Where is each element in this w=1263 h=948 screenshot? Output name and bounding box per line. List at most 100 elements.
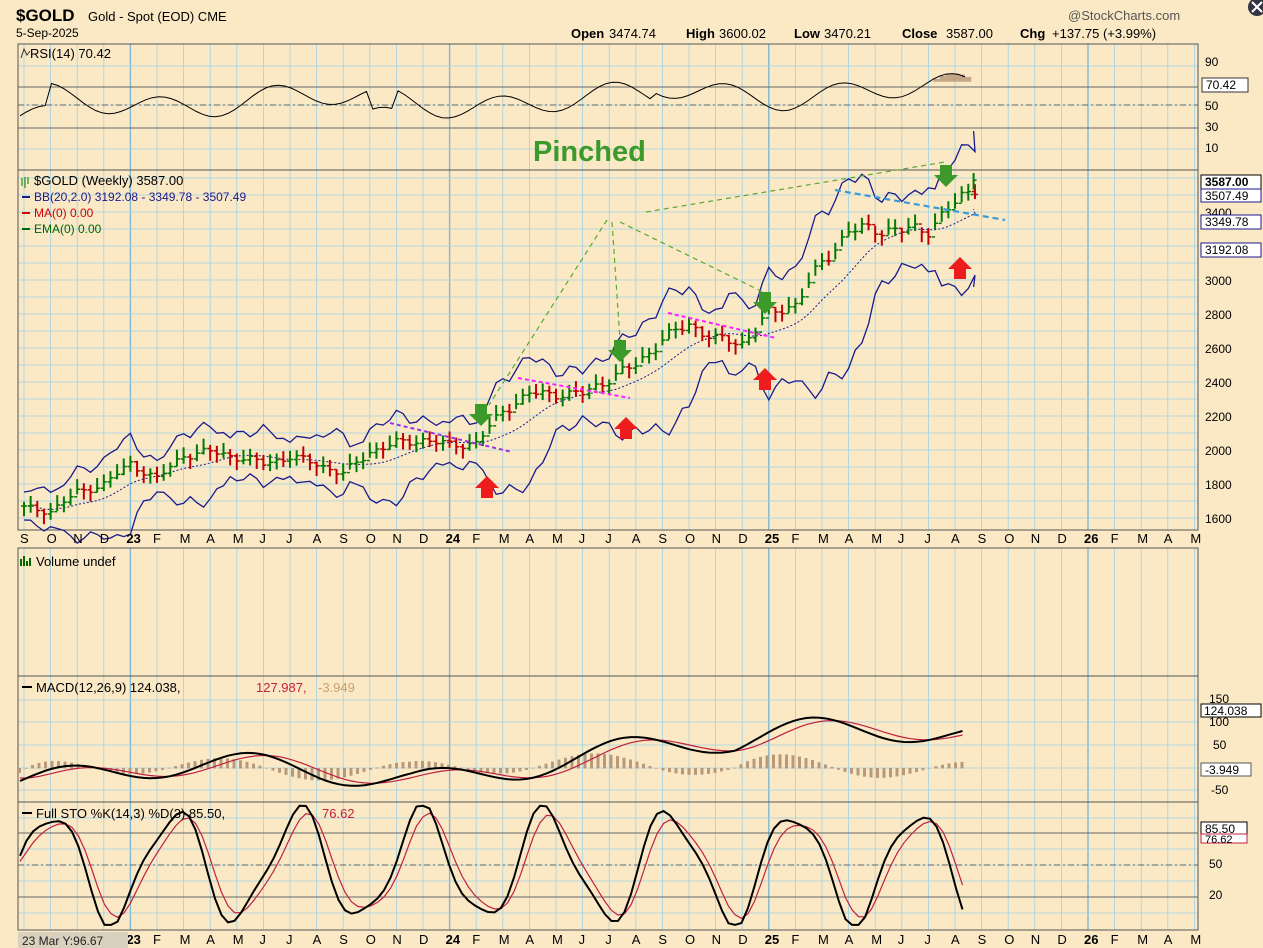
x-axis-label: 23: [126, 932, 140, 947]
price-bar: [559, 389, 566, 407]
macd-hist-bar: [265, 767, 268, 769]
macd-hist-bar: [824, 764, 827, 769]
macd-hist-bar: [278, 768, 281, 773]
sto-label-d: 76.62: [322, 806, 355, 821]
macd-hist-bar: [895, 768, 899, 777]
x-axis-label: J: [286, 531, 293, 546]
x-axis-label: M: [871, 932, 882, 947]
price-tags: 3587.00 3507.49 3349.78 3192.08: [1200, 174, 1262, 258]
macd-hist-bar: [44, 761, 47, 769]
bb-upper-tag-text: 3507.49: [1205, 189, 1249, 203]
macd-hist-bar: [564, 757, 567, 769]
chg-value: +137.75 (+3.99%): [1052, 26, 1156, 41]
macd-hist-bar: [154, 768, 158, 772]
price-bar: [499, 405, 506, 422]
price-bar: [360, 452, 367, 470]
down-arrow-icon: [753, 292, 777, 314]
macd-hist-bar: [889, 768, 892, 778]
macd-hist-bar: [499, 768, 502, 774]
price-bar: [173, 449, 180, 468]
macd-label-hist: -3.949: [318, 680, 355, 695]
x-axis-label: N: [73, 531, 82, 546]
macd-hist-bar: [401, 762, 405, 769]
macd-hist-bar: [453, 766, 457, 769]
rsi-tick-50: 50: [1205, 99, 1219, 113]
panel-frames: [17, 43, 1199, 931]
price-bar: [420, 432, 426, 449]
macd-hist-bar: [512, 768, 515, 773]
price-bar: [340, 463, 347, 481]
macd-hist-bar: [18, 768, 21, 773]
macd-hist-bar: [226, 758, 229, 769]
up-arrow-icon: [948, 257, 972, 279]
down-arrow-icon: [934, 165, 958, 187]
price-bar: [479, 431, 486, 447]
x-axis-label: J: [259, 932, 266, 947]
x-axis-label: S: [339, 531, 348, 546]
macd-hist-bar: [50, 760, 54, 769]
macd-hist-bar: [713, 768, 717, 773]
x-axis-label: O: [685, 531, 695, 546]
close-icon[interactable]: [1248, 0, 1263, 16]
macd-hist-bar: [804, 758, 808, 769]
macd-hist-bar: [921, 768, 925, 771]
price-bar: [732, 339, 739, 355]
rsi-tick-90: 90: [1205, 55, 1219, 69]
pinch-line-4: [645, 161, 946, 213]
price-bar: [21, 501, 27, 517]
x-axis-label: 25: [765, 531, 779, 546]
rsi-panel: RSI(14) 70.42 90 50 30 10 70.42: [18, 46, 1249, 155]
low-label: Low: [794, 26, 821, 41]
x-axis-label: A: [313, 932, 322, 947]
x-axis-label: F: [472, 932, 480, 947]
x-axis-label: M: [1190, 932, 1201, 947]
x-axis-label: A: [1164, 531, 1173, 546]
price-bar: [60, 496, 67, 513]
price-bar: [413, 435, 420, 453]
cursor-readout: 23 Mar Y:96.67: [22, 934, 103, 948]
price-bar: [433, 434, 440, 452]
price-bar: [34, 500, 41, 518]
macd-hist-bar: [694, 768, 697, 775]
legend-gold: $GOLD (Weekly) 3587.00: [34, 173, 183, 188]
macd-hist-bar: [856, 768, 860, 776]
x-axis-label: A: [632, 932, 641, 947]
price-bar: [513, 393, 520, 413]
price-bar: [632, 357, 639, 374]
x-axis-label: N: [1031, 531, 1040, 546]
price-bar: [705, 330, 712, 348]
macd-histogram: [18, 753, 964, 781]
price-bar: [134, 460, 141, 477]
macd-signal-line: [19, 719, 963, 784]
macd-hist-bar: [739, 764, 743, 769]
price-bar: [626, 363, 633, 379]
symbol-title: $GOLD: [16, 6, 75, 25]
price-bar: [692, 320, 699, 338]
price-bar: [346, 453, 353, 474]
macd-hist-bar: [271, 768, 275, 771]
macd-hist-bar: [752, 758, 756, 769]
bb-lower-tag-text: 3192.08: [1205, 243, 1249, 257]
x-axis-label: A: [206, 932, 215, 947]
macd-hist-bar: [642, 763, 645, 769]
pinched-annotation: Pinched: [533, 136, 646, 168]
price-bar: [699, 326, 706, 342]
x-axis-label: D: [419, 531, 428, 546]
price-bar: [200, 438, 207, 455]
rsi-legend-icon: [20, 47, 31, 59]
x-axis-label: 25: [765, 932, 779, 947]
macd-hist-bar: [687, 768, 691, 775]
price-bar: [160, 464, 167, 481]
x-axis-label: D: [1057, 932, 1066, 947]
price-bar: [772, 306, 779, 323]
sto-k-tag-text: 85.50: [1205, 822, 1235, 836]
macd-hist-bar: [349, 768, 353, 776]
high-label: High: [686, 26, 715, 41]
macd-hist-bar: [330, 768, 333, 780]
x-axis-label: M: [499, 531, 510, 546]
x-axis-label: N: [712, 932, 721, 947]
price-bar: [80, 483, 87, 500]
x-axis-label: O: [47, 531, 57, 546]
x-axis-label: N: [392, 932, 401, 947]
